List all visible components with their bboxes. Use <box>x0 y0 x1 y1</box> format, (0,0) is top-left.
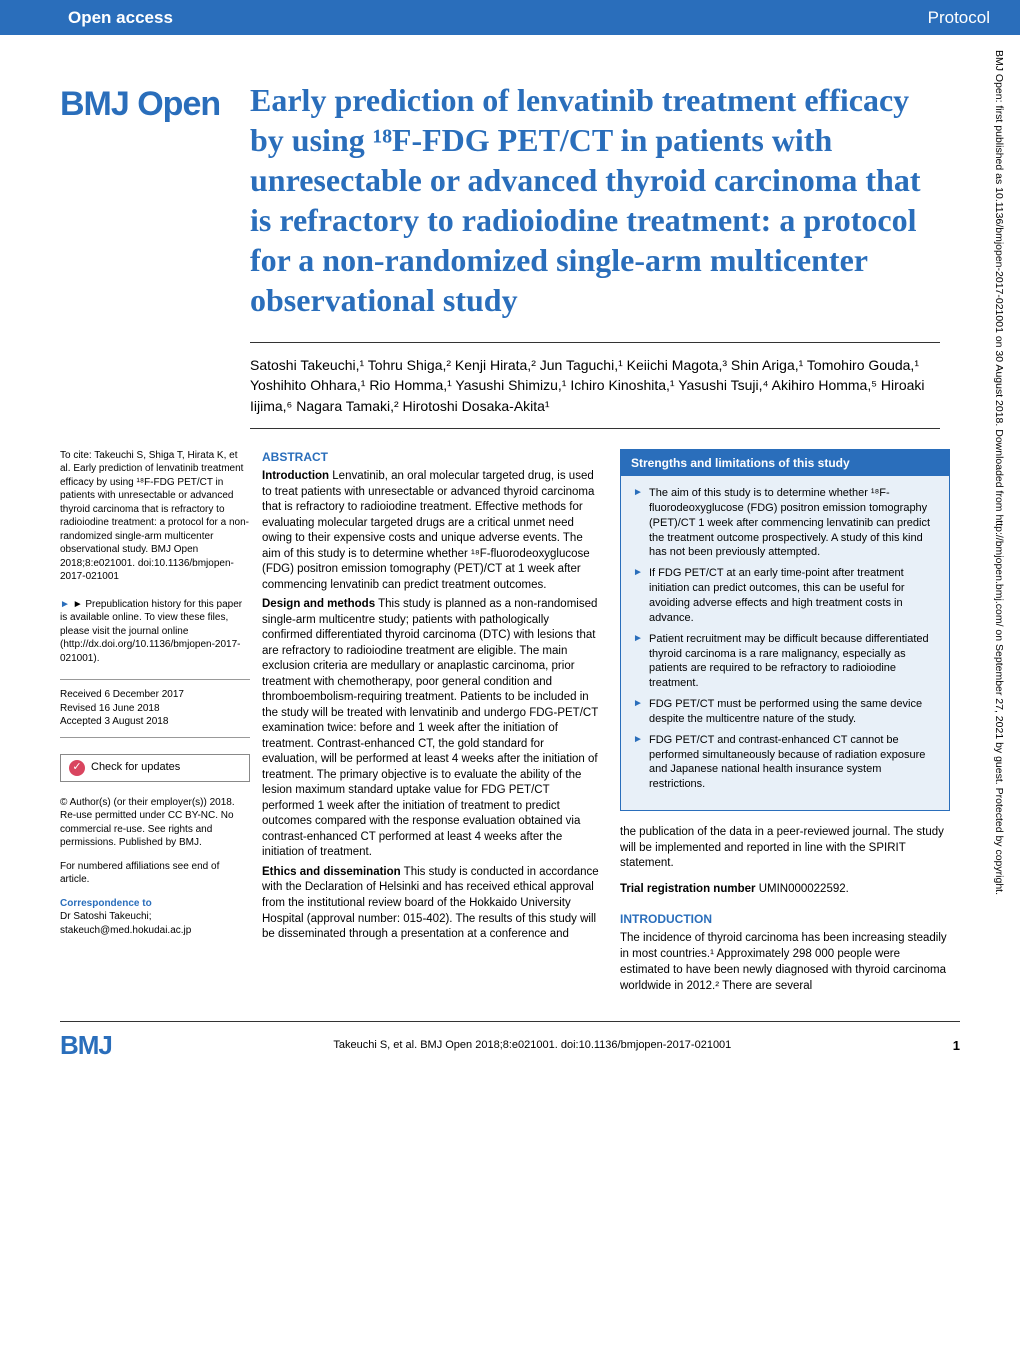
check-updates-label: Check for updates <box>91 760 180 775</box>
strengths-list: The aim of this study is to determine wh… <box>633 486 937 792</box>
after-box-text: the publication of the data in a peer-re… <box>620 825 950 872</box>
revised-date: Revised 16 June 2018 <box>60 702 250 716</box>
abstract-column: ABSTRACT Introduction Lenvatinib, an ora… <box>262 449 602 995</box>
footer: BMJ Takeuchi S, et al. BMJ Open 2018;8:e… <box>60 1021 960 1061</box>
introduction-text: The incidence of thyroid carcinoma has b… <box>620 931 950 994</box>
strength-item: FDG PET/CT must be performed using the s… <box>633 697 937 727</box>
page-number: 1 <box>953 1038 960 1053</box>
design-label: Design and methods <box>262 598 375 610</box>
header-protocol: Protocol <box>280 8 1020 28</box>
intro-label: Introduction <box>262 470 329 482</box>
header-open-access: Open access <box>0 8 280 28</box>
to-cite-block: To cite: Takeuchi S, Shiga T, Hirata K, … <box>60 449 250 584</box>
accepted-date: Accepted 3 August 2018 <box>60 715 250 729</box>
introduction-heading: INTRODUCTION <box>620 911 950 927</box>
dates-block: Received 6 December 2017 Revised 16 June… <box>60 679 250 738</box>
received-date: Received 6 December 2017 <box>60 688 250 702</box>
ethics-label: Ethics and dissemination <box>262 866 401 878</box>
check-updates-button[interactable]: ✓ Check for updates <box>60 754 250 782</box>
left-sidebar: To cite: Takeuchi S, Shiga T, Hirata K, … <box>60 449 250 995</box>
abstract-design: Design and methods This study is planned… <box>262 597 602 861</box>
abstract-intro: Introduction Lenvatinib, an oral molecul… <box>262 469 602 593</box>
strength-item: Patient recruitment may be difficult bec… <box>633 632 937 691</box>
trial-registration: Trial registration number UMIN000022592. <box>620 882 950 898</box>
correspondence-name: Dr Satoshi Takeuchi; <box>60 910 250 924</box>
correspondence-email: stakeuch@med.hokudai.ac.jp <box>60 924 250 938</box>
trial-reg-label: Trial registration number <box>620 883 755 895</box>
license-text: © Author(s) (or their employer(s)) 2018.… <box>60 796 250 850</box>
trial-reg-number: UMIN000022592. <box>759 883 849 895</box>
right-column: Strengths and limitations of this study … <box>620 449 950 995</box>
strengths-box-heading: Strengths and limitations of this study <box>621 450 949 476</box>
title-block: Early prediction of lenvatinib treatment… <box>250 80 940 429</box>
header-bar: Open access Protocol <box>0 0 1020 35</box>
strength-item: FDG PET/CT and contrast-enhanced CT cann… <box>633 733 937 792</box>
prepub-text: ► Prepublication history for this paper … <box>60 599 242 664</box>
strength-item: If FDG PET/CT at an early time-point aft… <box>633 566 937 625</box>
prepub-history: ► ► Prepublication history for this pape… <box>60 598 250 666</box>
strength-item: The aim of this study is to determine wh… <box>633 486 937 560</box>
correspondence-heading: Correspondence to <box>60 897 250 911</box>
abstract-heading: ABSTRACT <box>262 449 602 465</box>
abstract-ethics: Ethics and dissemination This study is c… <box>262 865 602 943</box>
authors-list: Satoshi Takeuchi,¹ Tohru Shiga,² Kenji H… <box>250 355 940 416</box>
author-rule <box>250 428 940 429</box>
strengths-box: Strengths and limitations of this study … <box>620 449 950 811</box>
correspondence-block: Correspondence to Dr Satoshi Takeuchi; s… <box>60 897 250 938</box>
bmj-logo: BMJ <box>60 1030 112 1061</box>
journal-logo: BMJ Open <box>60 85 220 124</box>
body-columns: To cite: Takeuchi S, Shiga T, Hirata K, … <box>0 449 1020 995</box>
check-updates-icon: ✓ <box>69 760 85 776</box>
bullet-icon: ► <box>60 599 70 610</box>
side-citation-text: BMJ Open: first published as 10.1136/bmj… <box>988 50 1006 1320</box>
article-title: Early prediction of lenvatinib treatment… <box>250 80 940 320</box>
intro-text: Lenvatinib, an oral molecular targeted d… <box>262 470 594 591</box>
affiliations-note: For numbered affiliations see end of art… <box>60 860 250 887</box>
title-rule <box>250 342 940 343</box>
footer-citation: Takeuchi S, et al. BMJ Open 2018;8:e0210… <box>112 1039 953 1051</box>
design-text: This study is planned as a non-randomise… <box>262 598 598 858</box>
